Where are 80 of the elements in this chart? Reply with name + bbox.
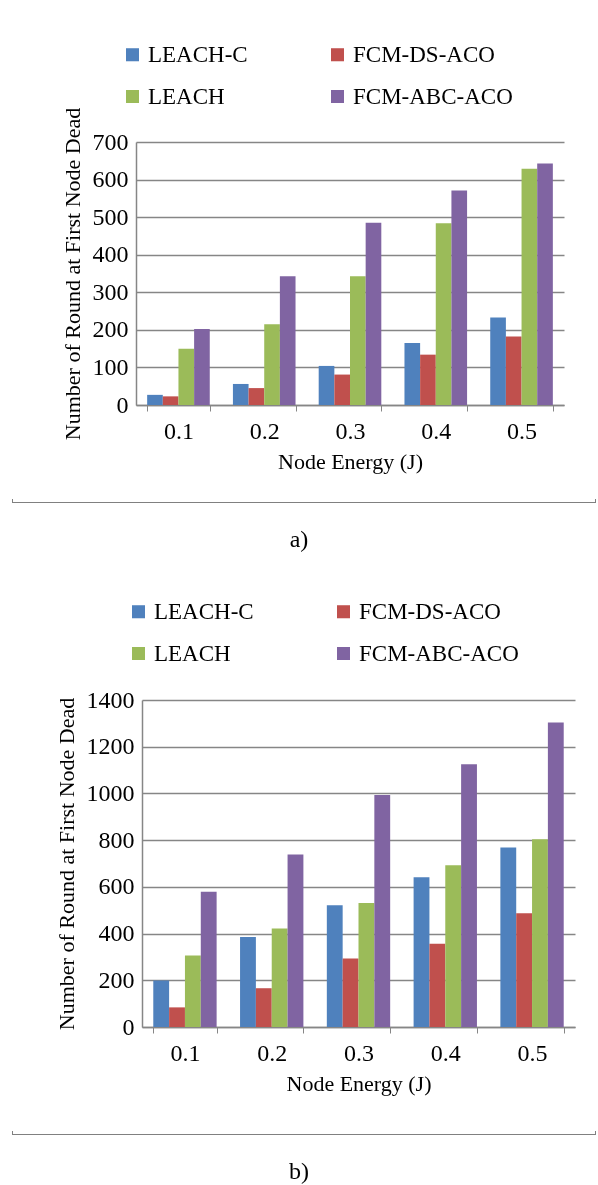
y-tick-label: 400 bbox=[98, 920, 135, 947]
bar bbox=[232, 383, 249, 405]
bar bbox=[365, 222, 382, 405]
x-tick-label: 0.3 bbox=[335, 417, 366, 444]
bar bbox=[264, 324, 280, 405]
x-tick-label: 0.4 bbox=[421, 417, 452, 444]
bar bbox=[420, 354, 436, 405]
bar bbox=[279, 276, 296, 405]
y-tick-label: 0 bbox=[116, 391, 129, 418]
bar bbox=[445, 865, 462, 1027]
legend-label: LEACH bbox=[154, 640, 231, 666]
bar bbox=[404, 343, 421, 405]
legend-label: LEACH-C bbox=[148, 41, 248, 67]
x-tick-label: 0.1 bbox=[170, 1039, 201, 1066]
legend-label: FCM-ABC-ACO bbox=[353, 83, 513, 109]
y-tick-label: 1200 bbox=[86, 733, 135, 760]
bar bbox=[248, 388, 265, 405]
bar bbox=[147, 394, 163, 405]
bar bbox=[184, 955, 201, 1027]
x-tick-label: 0.5 bbox=[507, 417, 538, 444]
bar bbox=[318, 365, 335, 405]
y-axis-title: Number of Round at First Node Dead bbox=[53, 697, 79, 1031]
legend-label: FCM-DS-ACO bbox=[359, 598, 501, 624]
y-axis-title: Number of Round at First Node Dead bbox=[59, 107, 85, 441]
bar bbox=[342, 958, 359, 1027]
bar bbox=[326, 905, 343, 1027]
legend-label: LEACH bbox=[148, 83, 225, 109]
x-tick-label: 0.1 bbox=[163, 417, 194, 444]
legend-label: LEACH-C bbox=[154, 598, 254, 624]
y-tick-label: 500 bbox=[92, 203, 129, 230]
bar bbox=[505, 336, 522, 405]
y-tick-label: 300 bbox=[92, 278, 129, 305]
y-tick-label: 0 bbox=[122, 1013, 135, 1040]
bar bbox=[358, 902, 375, 1027]
bar bbox=[429, 943, 446, 1027]
bar bbox=[271, 928, 288, 1027]
x-tick-label: 0.4 bbox=[430, 1039, 461, 1066]
x-tick-label: 0.2 bbox=[249, 417, 280, 444]
y-tick-label: 200 bbox=[98, 966, 135, 993]
bar bbox=[521, 168, 538, 405]
legend-label: FCM-DS-ACO bbox=[353, 41, 495, 67]
bar bbox=[435, 223, 452, 405]
bar bbox=[153, 980, 170, 1027]
bar bbox=[374, 795, 391, 1027]
bar bbox=[537, 163, 553, 405]
bar bbox=[194, 329, 210, 405]
bar bbox=[547, 722, 564, 1027]
bar bbox=[516, 913, 533, 1027]
bar bbox=[255, 988, 272, 1027]
y-tick-label: 800 bbox=[98, 826, 135, 853]
y-tick-label: 100 bbox=[92, 353, 129, 380]
bar bbox=[413, 877, 430, 1027]
bar bbox=[240, 937, 256, 1027]
bar bbox=[178, 348, 195, 405]
y-tick-label: 700 bbox=[92, 128, 129, 155]
bar bbox=[200, 891, 217, 1027]
bar bbox=[334, 374, 350, 405]
y-tick-label: 600 bbox=[98, 873, 135, 900]
y-tick-label: 1400 bbox=[86, 686, 135, 713]
bar bbox=[451, 190, 468, 405]
legend-label: FCM-ABC-ACO bbox=[359, 640, 519, 666]
text: b) bbox=[288, 1157, 310, 1185]
bar bbox=[162, 396, 179, 405]
y-tick-label: 200 bbox=[92, 316, 129, 343]
x-tick-label: 0.2 bbox=[257, 1039, 288, 1066]
bar bbox=[169, 1007, 185, 1027]
bar bbox=[490, 317, 506, 405]
bar bbox=[350, 276, 366, 405]
x-axis-title: Node Energy (J) bbox=[278, 448, 423, 474]
x-axis-title: Node Energy (J) bbox=[286, 1070, 432, 1096]
x-tick-label: 0.3 bbox=[344, 1039, 374, 1066]
bar bbox=[500, 847, 517, 1027]
bar bbox=[287, 854, 304, 1027]
bar bbox=[532, 839, 548, 1027]
bar bbox=[461, 764, 477, 1027]
y-tick-label: 600 bbox=[92, 166, 129, 193]
y-tick-label: 400 bbox=[92, 241, 129, 268]
x-tick-label: 0.5 bbox=[517, 1039, 548, 1066]
text: a) bbox=[288, 525, 310, 554]
y-tick-label: 1000 bbox=[86, 779, 135, 806]
